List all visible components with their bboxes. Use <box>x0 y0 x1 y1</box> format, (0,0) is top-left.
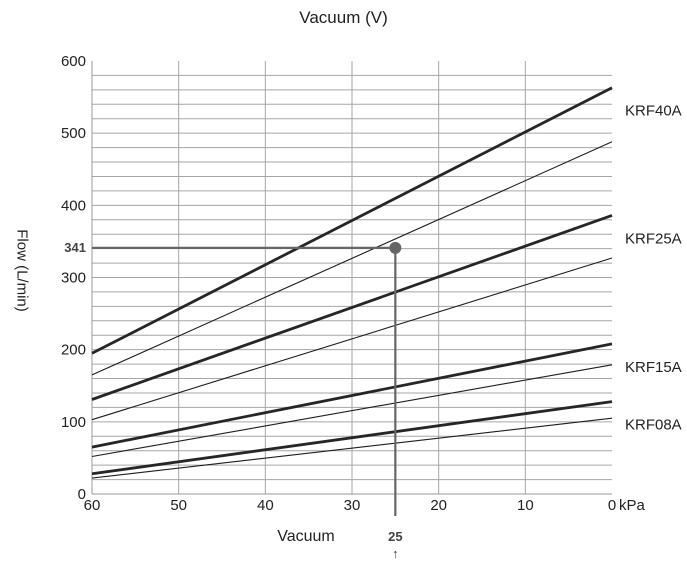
y-tick-label: 500 <box>61 125 86 142</box>
series-label: KRF25A <box>625 230 682 247</box>
y-tick-label: 300 <box>61 270 86 287</box>
highlight-point <box>389 241 402 254</box>
x-tick-label: 50 <box>170 497 187 514</box>
x-unit-label: kPa <box>619 497 646 514</box>
y-tick-label: 600 <box>61 53 86 70</box>
series-label: KRF08A <box>625 417 682 434</box>
series-label: KRF40A <box>625 103 682 120</box>
series-labels: KRF40A KRF25A KRF15A KRF08A <box>625 103 682 434</box>
x-tick-label: 30 <box>344 497 361 514</box>
series-line <box>91 141 613 376</box>
series-line <box>91 364 613 458</box>
x-axis-label: Vacuum <box>277 528 335 545</box>
highlight-x-label: 25 <box>388 529 402 544</box>
x-tick-label: 20 <box>430 497 447 514</box>
series-line <box>91 257 613 421</box>
series-lines <box>91 86 613 479</box>
x-tick-label: 10 <box>517 497 534 514</box>
highlight-arrow: ↑ <box>392 546 399 561</box>
grid <box>91 61 612 495</box>
x-tick-label: 0 <box>608 497 616 514</box>
series-label: KRF15A <box>625 359 682 376</box>
y-tick-label: 200 <box>61 342 86 359</box>
highlight-y-label: 341 <box>64 240 86 255</box>
y-tick-label: 0 <box>78 486 86 503</box>
series-line <box>91 342 613 449</box>
series-line <box>91 214 613 401</box>
highlight: 341 25 ↑ <box>64 240 402 561</box>
chart-title: Vacuum (V) <box>299 8 388 27</box>
series-line <box>91 417 613 479</box>
x-tick-label: 60 <box>84 497 101 514</box>
series-line <box>91 400 613 476</box>
y-tick-label: 100 <box>61 414 86 431</box>
y-tick-label: 400 <box>61 197 86 214</box>
series-line <box>91 86 613 355</box>
x-tick-label: 40 <box>257 497 274 514</box>
